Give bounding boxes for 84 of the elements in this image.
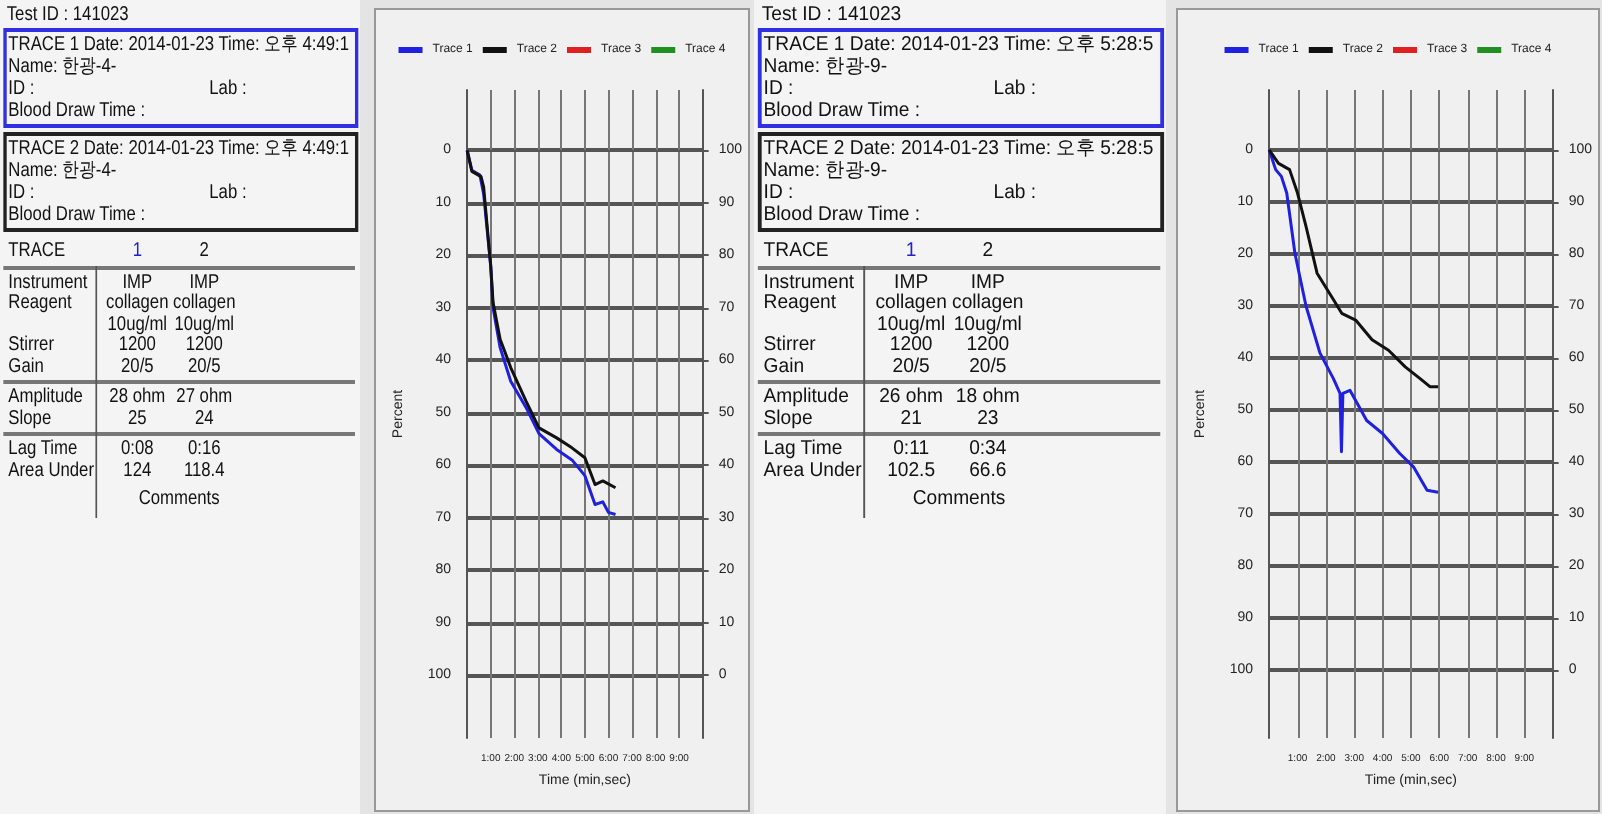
text: Area Under [763,459,862,481]
text: Comments [136,488,222,510]
text: 20/5 [892,355,930,377]
text: TRACE 1 Date: 2014-01-23 Time: 오후 4:49:1 [8,34,350,56]
text: Lab : [209,78,247,100]
text: Test ID : 141023 [761,4,902,26]
text: 2 [199,240,209,262]
text: Reagent [763,292,837,314]
text: collagen [106,292,169,314]
text: 25 [127,407,147,429]
text: 20/5 [121,355,154,377]
text: 0:08 [121,438,154,460]
text: ID : [763,182,794,204]
text: 1 [905,240,917,262]
text: 0:16 [187,438,221,460]
text: 2 [982,240,994,262]
text: 18 ohm [955,386,1020,408]
text: 0:11 [893,438,930,460]
text: Blood Draw Time : [763,100,921,122]
line-series [1267,148,1440,494]
text: 1200 [889,334,933,356]
text: Lab : [993,182,1037,204]
text: 24 [194,407,214,429]
text: 1 [132,240,142,262]
text: Lab : [209,182,247,204]
text: IMP [894,271,929,293]
text: Reagent [8,292,72,314]
text: IMP [189,271,220,293]
text: Blood Draw Time : [8,204,146,226]
text: collagen [173,292,236,314]
text: IMP [122,271,153,293]
text: Lab : [993,78,1037,100]
text: 0:34 [969,438,1007,460]
text: 27 ohm [176,386,233,408]
text: 1200 [185,334,223,356]
text: Gain [8,355,44,377]
text: 10ug/ml [107,313,168,335]
text: Name: 한광-4- [8,160,117,182]
text: Comments [910,488,1008,510]
text: 10ug/ml [953,313,1022,335]
text: Lag Time [8,438,78,460]
text: ID : [8,78,35,100]
text: Amplitude [763,386,849,408]
text: Blood Draw Time : [8,100,146,122]
text: Gain [763,355,805,377]
text: 124 [123,459,152,481]
text: ID : [763,78,794,100]
text: TRACE 2 Date: 2014-01-23 Time: 오후 4:49:1 [8,138,350,160]
text: 20/5 [969,355,1007,377]
text: 118.4 [183,459,225,481]
text: TRACE [763,240,829,262]
text: Name: 한광-4- [8,56,117,78]
text: Blood Draw Time : [763,204,921,226]
text: TRACE 1 Date: 2014-01-23 Time: 오후 5:28:5 [763,34,1154,56]
line-series [1267,148,1440,389]
text: Stirrer [8,334,54,356]
text: Name: 한광-9- [763,56,888,78]
text: 28 ohm [109,386,166,408]
text: 20/5 [187,355,221,377]
text: 66.6 [969,459,1007,481]
text: Stirrer [763,334,816,356]
text: 21 [900,407,922,429]
text: Instrument [763,271,855,293]
text: Lag Time [763,438,843,460]
text: Slope [8,407,52,429]
text: 23 [977,407,999,429]
text: Name: 한광-9- [763,160,888,182]
text: Slope [763,407,813,429]
text: IMP [970,271,1005,293]
text: 102.5 [887,459,936,481]
text: 26 ohm [879,386,944,408]
text: TRACE 2 Date: 2014-01-23 Time: 오후 5:28:5 [763,138,1154,160]
text: collagen [875,292,947,314]
text: Instrument [8,271,88,293]
text: Area Under [8,459,94,481]
text: Test ID : 141023 [6,4,129,26]
text: TRACE [8,240,66,262]
text: 1200 [966,334,1010,356]
text: 1200 [118,334,156,356]
text: 10ug/ml [877,313,946,335]
text: Amplitude [8,386,83,408]
text: collagen [952,292,1024,314]
text: 10ug/ml [174,313,235,335]
text: ID : [8,182,35,204]
